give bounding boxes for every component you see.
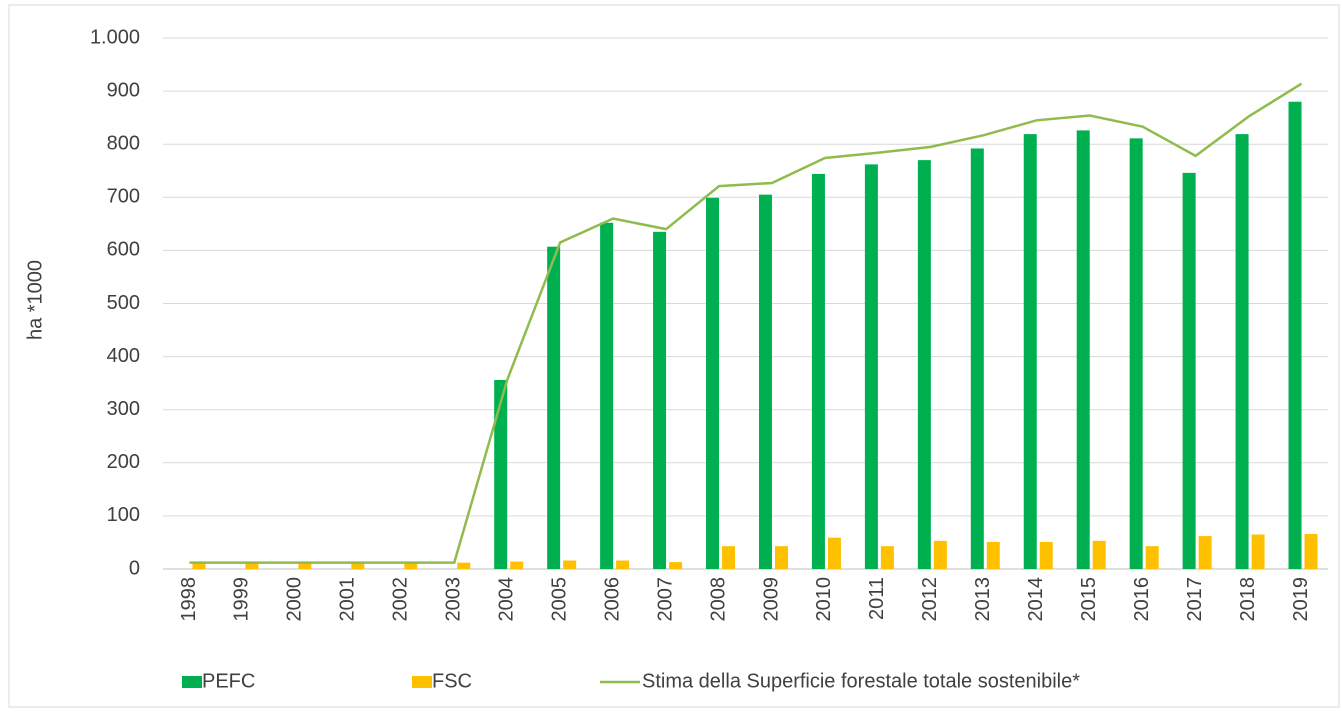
bar — [864, 164, 878, 570]
bar — [494, 379, 508, 569]
bar — [1182, 172, 1196, 569]
line — [189, 82, 1303, 564]
y-tick-label: 300 — [107, 398, 140, 420]
bar — [1129, 138, 1143, 569]
x-tick-label: 2003 — [443, 577, 465, 622]
y-tick-label: 1.000 — [90, 26, 140, 48]
legend-label: PEFC — [202, 670, 255, 692]
x-tick-label: 2004 — [495, 577, 517, 622]
x-tick-label: 2002 — [390, 577, 412, 622]
x-tick-label: 2009 — [760, 577, 782, 622]
bar — [298, 562, 312, 569]
x-tick-label: 2000 — [284, 577, 306, 622]
x-tick-label: 2016 — [1131, 577, 1153, 622]
x-tick-label: 2011 — [866, 577, 888, 620]
bar — [706, 197, 720, 569]
bar — [563, 560, 577, 569]
bar — [1198, 536, 1212, 569]
bar — [1304, 533, 1318, 569]
bar — [510, 561, 524, 569]
y-tick-label: 100 — [107, 504, 140, 526]
bar — [192, 562, 206, 569]
x-tick-label: 2007 — [654, 577, 676, 622]
x-tick-label: 2005 — [548, 577, 570, 622]
legend-label: FSC — [432, 670, 472, 692]
bar — [669, 562, 683, 569]
x-tick-label: 2019 — [1290, 577, 1312, 622]
x-tick-label: 2014 — [1025, 577, 1047, 622]
bar — [404, 562, 418, 569]
bar — [970, 148, 984, 569]
bar — [1092, 540, 1106, 569]
bar — [616, 560, 630, 569]
y-tick-label: 200 — [107, 451, 140, 473]
y-tick-label: 400 — [107, 345, 140, 367]
x-tick-label: 2008 — [707, 577, 729, 622]
x-tick-label: 2012 — [919, 577, 941, 622]
y-tick-label: 900 — [107, 79, 140, 101]
bar — [351, 562, 365, 569]
bar — [1039, 541, 1053, 569]
x-tick-label: 2010 — [813, 577, 835, 622]
x-tick-label: 2006 — [601, 577, 623, 622]
bar — [245, 562, 259, 569]
y-axis-label: ha *1000 — [24, 260, 46, 340]
y-tick-label: 600 — [107, 239, 140, 261]
y-tick-label: 0 — [129, 557, 140, 579]
bar — [933, 540, 947, 569]
bar — [1076, 130, 1090, 570]
x-tick-label: 1999 — [231, 577, 253, 622]
y-tick-label: 700 — [107, 186, 140, 208]
x-tick-label: 1998 — [178, 577, 200, 622]
bar — [827, 537, 841, 569]
bar — [722, 546, 736, 569]
x-tick-label: 2013 — [972, 577, 994, 622]
legend-label: Stima della Superficie forestale totale … — [642, 670, 1080, 692]
bar — [1145, 546, 1159, 569]
x-tick-label: 2001 — [337, 577, 359, 622]
legend-swatch — [412, 676, 432, 688]
y-tick-label: 500 — [107, 292, 140, 314]
bar — [1023, 134, 1037, 569]
bar — [600, 222, 614, 569]
x-tick-label: 2018 — [1237, 577, 1259, 622]
bar — [1288, 101, 1302, 569]
bar — [880, 546, 894, 569]
x-tick-label: 2015 — [1078, 577, 1100, 622]
bar — [811, 173, 825, 569]
bar — [986, 541, 1000, 569]
bar — [917, 160, 931, 569]
bar — [653, 231, 667, 569]
bar — [1235, 134, 1249, 569]
bar — [547, 246, 561, 570]
x-tick-label: 2017 — [1184, 577, 1206, 622]
bar — [457, 562, 471, 569]
y-tick-label: 800 — [107, 132, 140, 154]
bar — [1251, 534, 1265, 569]
bar — [758, 194, 772, 569]
legend-swatch — [182, 676, 202, 688]
bar — [774, 546, 788, 569]
